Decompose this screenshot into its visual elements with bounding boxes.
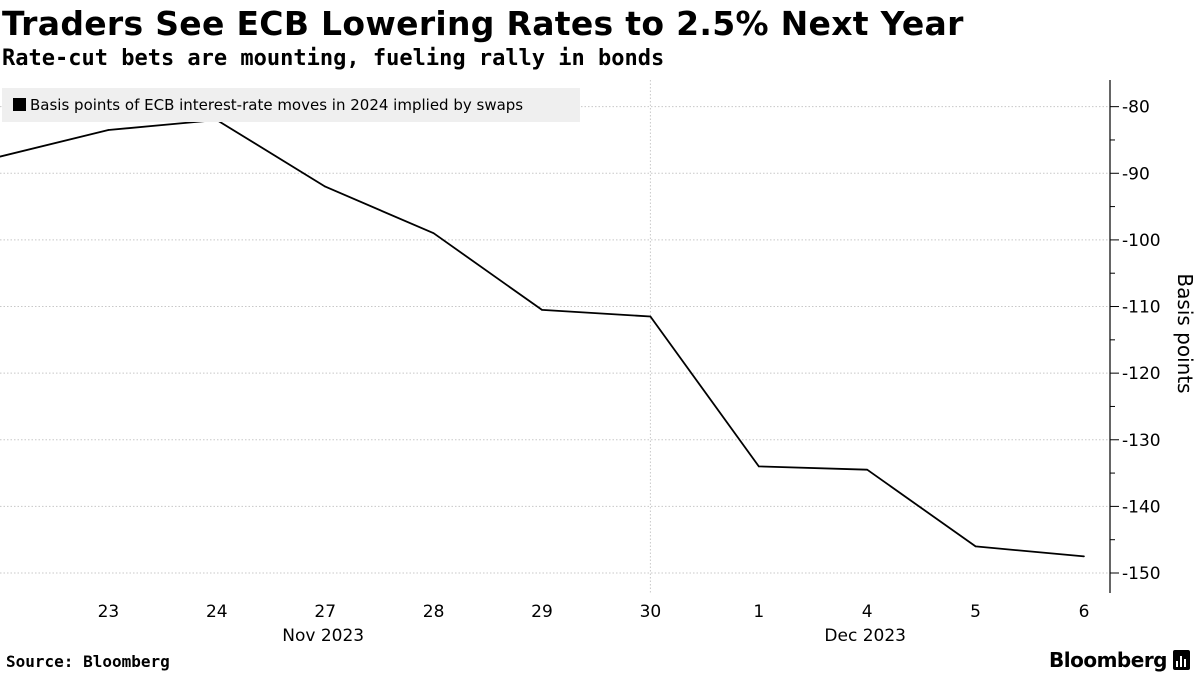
data-point — [1083, 555, 1085, 558]
x-tick-label: 6 — [1079, 602, 1090, 622]
x-tick-label: 1 — [753, 602, 764, 622]
data-point — [866, 468, 868, 471]
y-tick-label: -80 — [1122, 98, 1150, 118]
bloomberg-chart-icon — [1173, 650, 1190, 670]
data-point — [541, 309, 543, 311]
x-group-label: Nov 2023 — [282, 626, 364, 646]
x-group-label: Dec 2023 — [824, 626, 906, 646]
x-tick-label: 4 — [862, 602, 873, 622]
series-line — [0, 119, 1085, 558]
x-tick-label: 23 — [98, 602, 120, 622]
legend-swatch — [13, 98, 26, 111]
data-point — [974, 545, 977, 548]
brand-logo: Bloomberg — [1049, 648, 1167, 672]
data-point — [758, 465, 760, 468]
y-tick-label: -110 — [1122, 298, 1161, 318]
x-tick-label: 5 — [970, 602, 981, 622]
legend: Basis points of ECB interest-rate moves … — [2, 88, 580, 122]
y-tick-label: -150 — [1122, 564, 1161, 584]
data-point — [649, 315, 652, 318]
x-tick-label: 27 — [314, 602, 336, 622]
y-tick-label: -130 — [1122, 431, 1161, 451]
x-tick-label: 28 — [423, 602, 445, 622]
y-tick-label: -90 — [1122, 164, 1150, 184]
x-tick-label: 29 — [531, 602, 553, 622]
y-tick-label: -100 — [1122, 231, 1161, 251]
chart-subtitle: Rate-cut bets are mounting, fueling rall… — [2, 46, 665, 71]
chart-title: Traders See ECB Lowering Rates to 2.5% N… — [2, 4, 964, 43]
data-point — [324, 185, 327, 188]
source-note: Source: Bloomberg — [6, 652, 170, 671]
data-point — [107, 129, 110, 131]
y-tick-label: -120 — [1122, 364, 1161, 384]
y-tick-label: -140 — [1122, 497, 1161, 517]
legend-label: Basis points of ECB interest-rate moves … — [30, 96, 524, 114]
x-tick-label: 30 — [640, 602, 662, 622]
data-point — [432, 232, 435, 235]
y-axis-title: Basis points — [1173, 273, 1197, 393]
x-tick-label: 24 — [206, 602, 228, 622]
data-point — [0, 155, 1, 158]
